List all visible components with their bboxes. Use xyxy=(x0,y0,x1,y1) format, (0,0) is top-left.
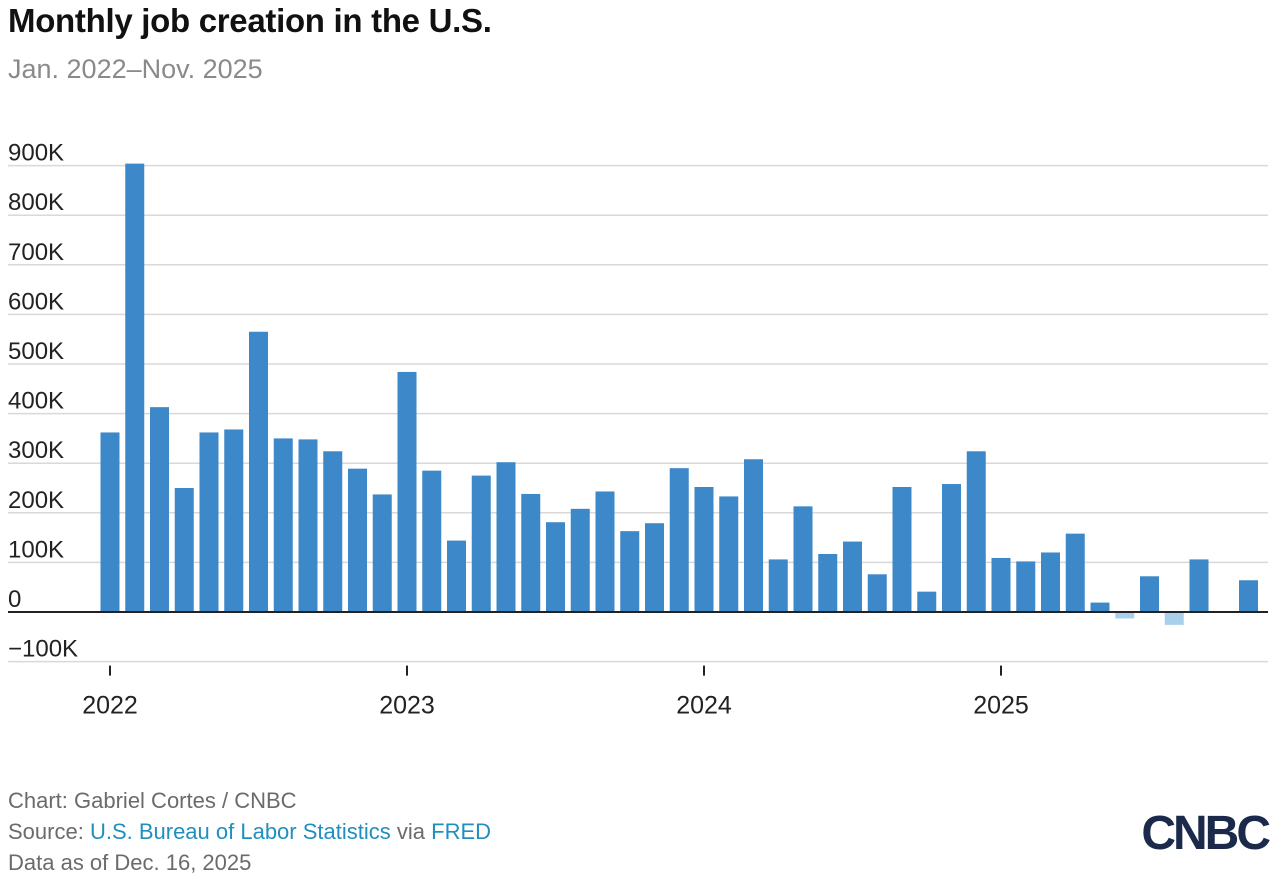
bar-nov-2022 xyxy=(348,468,367,612)
y-tick-label: 500K xyxy=(8,338,64,365)
bar-oct-2024 xyxy=(917,591,937,612)
bar-oct-2023 xyxy=(620,531,640,612)
bar-jan-2023 xyxy=(397,371,417,612)
bar-apr-2022 xyxy=(174,488,194,612)
x-tick-label: 2024 xyxy=(676,692,732,720)
bar-sep-2025 xyxy=(1189,559,1209,612)
bar-jun-2023 xyxy=(521,493,541,612)
bar-mar-2025 xyxy=(1041,552,1060,612)
bar-jan-2025 xyxy=(991,557,1011,612)
bar-dec-2024 xyxy=(966,451,986,612)
axes xyxy=(8,611,1268,676)
bar-feb-2022 xyxy=(125,163,145,612)
bar-aug-2025 xyxy=(1164,612,1184,625)
bar-aug-2023 xyxy=(570,508,590,612)
fred-link[interactable]: FRED xyxy=(431,819,492,844)
bar-dec-2022 xyxy=(372,494,392,612)
bls-link[interactable]: U.S. Bureau of Labor Statistics xyxy=(89,819,391,844)
bar-chart: −100K 0 100K 200K 300K 400K 500K 600K 700K 800K 90… xyxy=(8,140,1268,720)
bar-nov-2025 xyxy=(1239,580,1258,612)
y-tick-label: 900K xyxy=(8,140,64,167)
bar-apr-2023 xyxy=(471,475,491,612)
bar-jun-2025 xyxy=(1115,612,1135,619)
x-tick-label: 2022 xyxy=(82,692,138,720)
chart-subtitle: Jan. 2022–Nov. 2025 xyxy=(8,54,263,84)
bar-jan-2022 xyxy=(100,432,120,612)
bar-sep-2023 xyxy=(595,491,615,612)
bar-aug-2024 xyxy=(867,574,887,612)
data-as-of: Data as of Dec. 16, 2025 xyxy=(8,850,252,875)
x-tick-label: 2023 xyxy=(379,692,435,720)
x-tick-label: 2025 xyxy=(973,692,1029,720)
bar-jul-2022 xyxy=(249,331,268,612)
bar-dec-2023 xyxy=(669,468,689,612)
footer: Chart: Gabriel Cortes / CNBC Source: U.S… xyxy=(8,785,491,878)
y-tick-label: 100K xyxy=(8,536,64,563)
bar-oct-2022 xyxy=(323,451,343,612)
tick-labels: −100K 0 100K 200K 300K 400K 500K 600K 700K 800K 90… xyxy=(8,140,1029,720)
bar-jul-2025 xyxy=(1140,576,1159,612)
bar-may-2024 xyxy=(793,506,813,612)
bar-feb-2023 xyxy=(422,470,442,612)
bar-jun-2022 xyxy=(224,429,244,612)
bar-aug-2022 xyxy=(273,438,293,612)
y-tick-label: −100K xyxy=(8,636,78,663)
y-tick-label: 600K xyxy=(8,288,64,315)
bar-jul-2024 xyxy=(843,541,862,612)
chart-credit: Chart: Gabriel Cortes / CNBC xyxy=(8,788,297,813)
bars xyxy=(100,163,1258,625)
source-prefix: Source: xyxy=(8,819,90,844)
bar-jul-2023 xyxy=(546,522,565,612)
cnbc-logo: CNBC xyxy=(1141,807,1271,860)
bar-jan-2024 xyxy=(694,487,714,612)
bar-apr-2025 xyxy=(1065,533,1085,612)
bar-may-2025 xyxy=(1090,602,1110,612)
bar-sep-2022 xyxy=(298,439,318,612)
bar-sep-2024 xyxy=(892,487,912,612)
bar-mar-2022 xyxy=(150,407,169,612)
y-tick-label: 300K xyxy=(8,437,64,464)
bar-feb-2024 xyxy=(719,496,739,612)
source-line: Source: U.S. Bureau of Labor Statistics … xyxy=(8,816,491,847)
y-tick-label: 200K xyxy=(8,487,64,514)
source-via: via xyxy=(390,819,432,844)
y-tick-label: 700K xyxy=(8,239,64,266)
y-tick-label: 0 xyxy=(8,586,21,613)
bar-jun-2024 xyxy=(818,553,838,612)
bar-may-2023 xyxy=(496,462,516,612)
bar-feb-2025 xyxy=(1016,561,1036,612)
bar-may-2022 xyxy=(199,432,219,612)
chart-title: Monthly job creation in the U.S. xyxy=(8,2,492,39)
bar-mar-2023 xyxy=(447,540,466,612)
y-tick-label: 800K xyxy=(8,189,64,216)
bar-apr-2024 xyxy=(768,559,788,612)
bar-nov-2023 xyxy=(645,523,664,612)
y-tick-label: 400K xyxy=(8,388,64,415)
bar-nov-2024 xyxy=(942,484,961,612)
bar-mar-2024 xyxy=(744,459,763,612)
